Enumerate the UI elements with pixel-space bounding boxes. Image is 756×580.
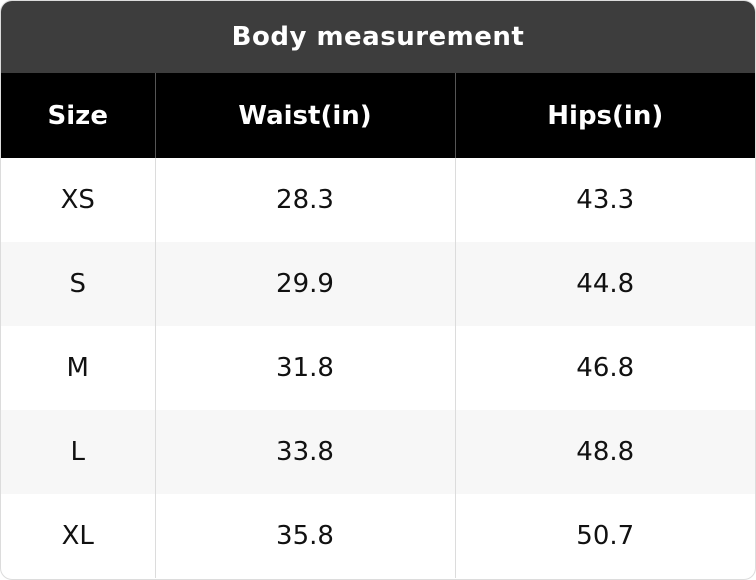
table-row: S 29.9 44.8 (1, 242, 755, 326)
table-cell: XS (60, 185, 95, 215)
size-table: Size Waist(in) Hips(in) XS 28.3 43.3 S 29.9 44.… (1, 73, 755, 578)
table-head: Size Waist(in) Hips(in) (1, 73, 755, 158)
table-row: XL 35.8 50.7 (1, 494, 755, 578)
table-cell: 29.9 (154, 242, 455, 326)
table-cell: 48.8 (454, 410, 755, 494)
table-body: XS 28.3 43.3 S 29.9 44.8 M 31.8 46.8 L 33.8 48.8 XL 3… (1, 158, 755, 578)
table-cell: 35.8 (154, 494, 455, 578)
table-row: L 33.8 48.8 (1, 410, 755, 494)
header-row: Size Waist(in) Hips(in) (1, 73, 755, 158)
table-title: Body measurement (1, 1, 755, 73)
table-row: M 31.8 46.8 (1, 326, 755, 410)
table-cell: 43.3 (454, 158, 755, 242)
table-cell: 44.8 (454, 242, 755, 326)
table-row: XS 28.3 43.3 (1, 158, 755, 242)
table-cell: 50.7 (454, 494, 755, 578)
table-cell: M (66, 353, 89, 383)
header-cell: Hips(in) (454, 73, 755, 158)
table-cell: 31.8 (154, 326, 455, 410)
table-cell: XL (61, 521, 94, 551)
table-cell: S (1, 242, 155, 326)
table-cell: 28.3 (154, 158, 455, 242)
table-cell: 46.8 (454, 326, 755, 410)
table-cell: L (1, 410, 155, 494)
header-cell: Size (1, 73, 155, 158)
header-cell: Waist(in) (154, 73, 455, 158)
table-cell: 33.8 (154, 410, 455, 494)
